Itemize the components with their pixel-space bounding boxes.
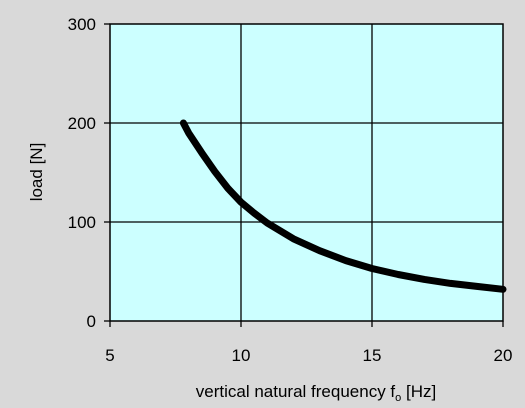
grid-lines <box>110 24 503 321</box>
y-tick-label: 200 <box>68 114 96 133</box>
x-tick-label: 20 <box>494 346 513 365</box>
x-tick-label: 10 <box>232 346 251 365</box>
y-tick-label: 300 <box>68 15 96 34</box>
series-group <box>179 119 507 293</box>
x-axis-title: vertical natural frequency fo [Hz] <box>196 382 436 404</box>
x-axis-title-subscript: o <box>395 392 401 404</box>
y-tick-label: 0 <box>87 312 96 331</box>
x-tick-label: 15 <box>363 346 382 365</box>
plot-area <box>109 23 504 322</box>
x-tick-label: 5 <box>105 346 114 365</box>
y-tick-label: 100 <box>68 213 96 232</box>
x-axis-title-main: vertical natural frequency f <box>196 382 396 401</box>
y-axis-title: load [N] <box>27 143 46 202</box>
series-line-load <box>179 119 507 293</box>
x-axis-title-unit: [Hz] <box>401 382 436 401</box>
